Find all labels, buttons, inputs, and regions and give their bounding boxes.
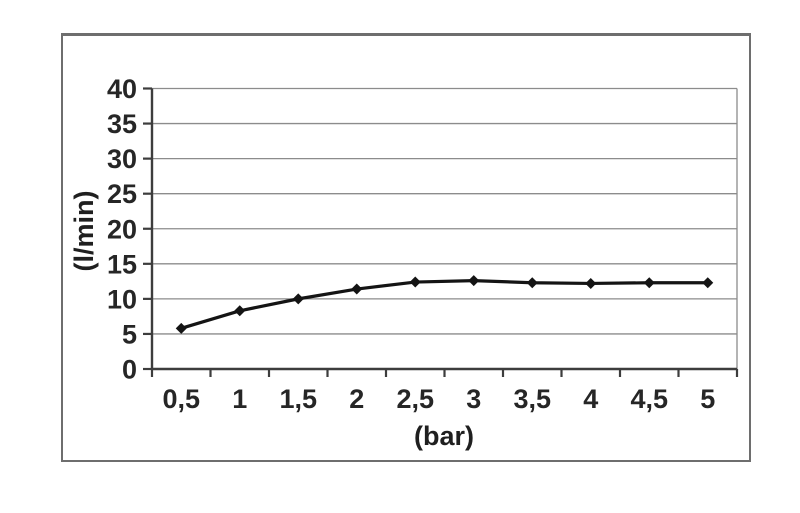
- x-tick-label: 2,5: [396, 384, 434, 414]
- gridlines: [152, 87, 738, 369]
- x-tick-label: 0,5: [162, 384, 200, 414]
- y-tick-label: 0: [122, 355, 137, 385]
- y-tick-label: 10: [107, 284, 137, 314]
- x-tick-label: 4,5: [630, 384, 668, 414]
- data-point-marker: [234, 305, 246, 317]
- data-point-marker: [292, 293, 304, 305]
- x-axis-ticks: [150, 369, 739, 377]
- y-tick-labels: 0 5 10 15 20 25 30 35 40: [107, 74, 137, 385]
- data-point-marker: [468, 275, 480, 287]
- x-tick-label: 1: [232, 384, 247, 414]
- chart-frame: 0 5 10 15 20 25 30 35 40 0,5 1 1,5 2 2,5 3 3,5 4 4,5 5 (b…: [61, 33, 751, 462]
- data-point-marker: [409, 276, 421, 288]
- data-point-marker: [643, 277, 655, 289]
- y-tick-label: 40: [107, 74, 137, 104]
- y-tick-label: 35: [107, 109, 137, 139]
- y-tick-label: 25: [107, 179, 137, 209]
- y-tick-label: 15: [107, 249, 137, 279]
- data-point-marker: [351, 283, 363, 295]
- y-tick-label: 5: [122, 319, 137, 349]
- x-tick-label: 2: [349, 384, 364, 414]
- x-tick-label: 4: [583, 384, 598, 414]
- series-line: [180, 279, 708, 330]
- y-tick-label: 30: [107, 144, 137, 174]
- x-axis-title: (bar): [414, 421, 474, 451]
- x-tick-label: 1,5: [279, 384, 317, 414]
- x-tick-labels: 0,5 1 1,5 2 2,5 3 3,5 4 4,5 5: [162, 384, 715, 414]
- y-axis-title: (l/min): [69, 191, 99, 272]
- x-tick-label: 3: [466, 384, 481, 414]
- data-point-marker: [702, 277, 714, 289]
- data-point-marker: [585, 277, 597, 289]
- data-point-marker: [175, 322, 187, 334]
- x-tick-label: 5: [700, 384, 715, 414]
- y-axis-ticks: [143, 87, 152, 371]
- y-tick-label: 20: [107, 214, 137, 244]
- data-series: [175, 275, 714, 334]
- x-tick-label: 3,5: [513, 384, 551, 414]
- data-point-marker: [526, 277, 538, 289]
- axes: [150, 88, 737, 371]
- flow-curve-chart: 0 5 10 15 20 25 30 35 40 0,5 1 1,5 2 2,5 3 3,5 4 4,5 5 (b…: [69, 74, 739, 451]
